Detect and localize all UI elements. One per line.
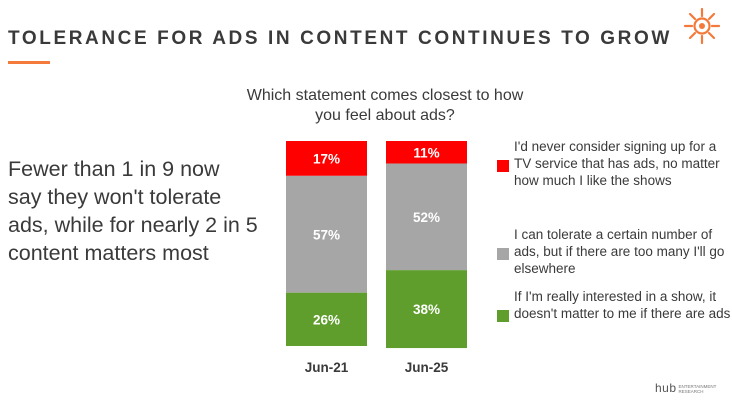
- brand-sun-icon: [683, 7, 721, 45]
- page-title: TOLERANCE FOR ADS IN CONTENT CONTINUES T…: [8, 28, 672, 49]
- legend-label-2: I can tolerate a certain number of ads, …: [514, 227, 725, 276]
- brand-subtitle-line2: RESEARCH: [678, 389, 704, 395]
- data-label-jun-25-3: 38%: [413, 302, 440, 317]
- bar-segment-jun-25-1: [386, 141, 467, 164]
- legend-label-3: If I'm really interested in a show, it d…: [514, 289, 731, 321]
- bar-segment-jun-21-1: [286, 141, 367, 176]
- category-label-jun-21: Jun-21: [305, 360, 349, 375]
- summary-text: Fewer than 1 in 9 now say they won't tol…: [8, 157, 258, 265]
- data-label-jun-25-1: 11%: [413, 145, 439, 160]
- data-label-jun-21-3: 26%: [313, 312, 340, 327]
- bar-segment-jun-21-2: [286, 175, 367, 293]
- category-label-jun-25: Jun-25: [405, 360, 449, 375]
- legend-swatch-1: [497, 160, 509, 172]
- data-label-jun-25-2: 52%: [413, 210, 440, 225]
- brand-logo: hub ENTERTAINMENT RESEARCH: [655, 381, 716, 395]
- legend-swatch-3: [497, 310, 509, 322]
- legend-label-1: I'd never consider signing up for a TV s…: [514, 139, 720, 188]
- legend-swatch-2: [497, 248, 509, 260]
- bar-segment-jun-21-3: [286, 292, 367, 346]
- brand-subtitle: ENTERTAINMENT RESEARCH: [679, 384, 717, 394]
- data-label-jun-21-2: 57%: [313, 227, 340, 242]
- brand-name: hub: [655, 381, 677, 395]
- chart-question: Which statement comes closest to how you…: [246, 87, 524, 124]
- bar-segment-jun-25-3: [386, 270, 467, 349]
- brand-subtitle-line1: ENTERTAINMENT: [678, 384, 717, 390]
- data-label-jun-21-1: 17%: [313, 151, 340, 166]
- bar-segment-jun-25-2: [386, 163, 467, 271]
- title-underline: [8, 61, 50, 64]
